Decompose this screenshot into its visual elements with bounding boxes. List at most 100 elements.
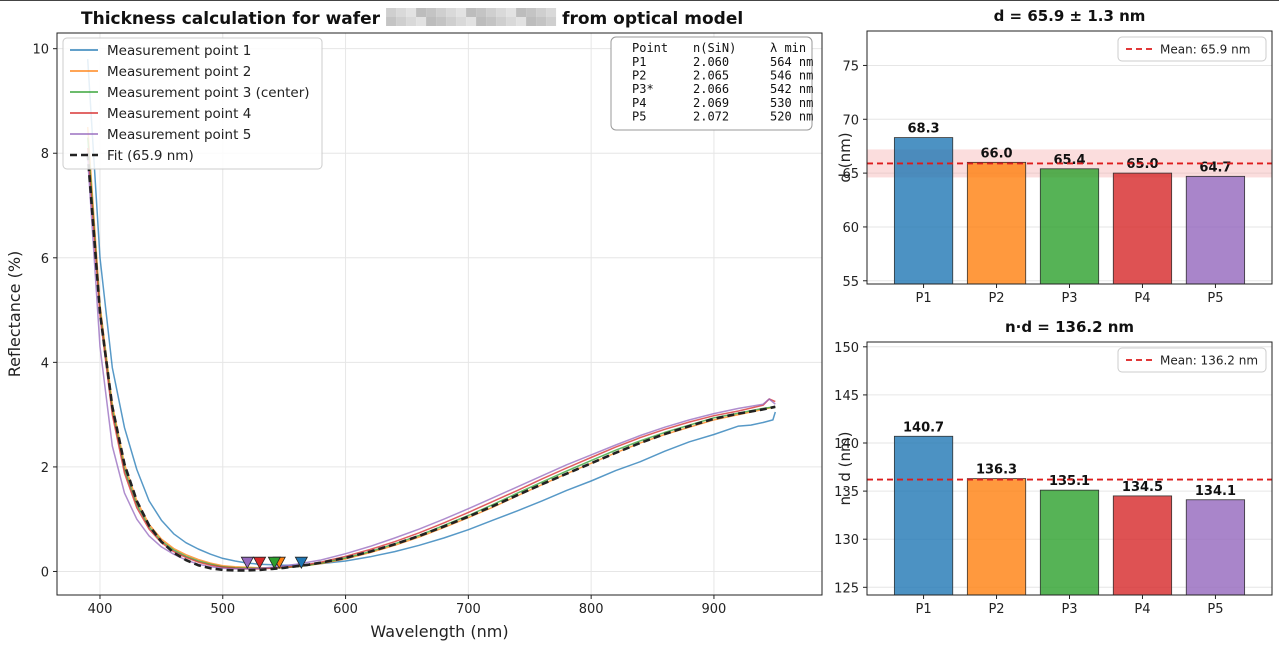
plot-frame — [56, 32, 823, 596]
bar-chart-optical-thickness: 140.7 136.3 135.1 134.5 134.1 125 130 135 140 145… — [834, 318, 1273, 617]
info-table-cell: 2.066 — [693, 82, 729, 96]
bar-chart-title: d = 65.9 ± 1.3 nm — [994, 7, 1146, 25]
x-tick-label: 700 — [456, 602, 481, 617]
legend-box — [62, 37, 323, 170]
info-table-cell: 2.065 — [693, 69, 729, 83]
info-table: Point n(SiN) λ min P1 2.060 564 nm P2 2.065 546 … — [610, 36, 813, 131]
info-table-cell: 542 nm — [770, 82, 813, 96]
y-tick-label: 140 — [834, 437, 859, 452]
info-table-cell: 564 nm — [770, 55, 813, 69]
bar-y-axis-label: d (nm) — [836, 132, 854, 182]
x-tick-label: 600 — [333, 602, 358, 617]
bar-value-label: 140.7 — [903, 420, 944, 435]
x-axis-label: Wavelength (nm) — [370, 622, 508, 641]
legend-label-5: Measurement point 5 — [107, 127, 251, 143]
y-tick-label: 4 — [41, 356, 49, 371]
x-tick-label: P1 — [915, 602, 931, 617]
x-tick-label: 800 — [579, 602, 604, 617]
x-tick-label: 900 — [702, 602, 727, 617]
minimum-marker-p4 — [252, 556, 267, 570]
minimum-marker-p1 — [294, 556, 309, 570]
series-line-2 — [86, 127, 776, 569]
legend-label-3: Measurement point 3 (center) — [107, 85, 310, 101]
legend-label-2: Measurement point 2 — [107, 64, 251, 80]
info-table-cell: 546 nm — [770, 69, 813, 83]
info-table-cell: P2 — [632, 69, 646, 83]
info-table-header: Point — [632, 41, 668, 55]
plot-lines — [86, 59, 777, 572]
bar-value-label: 65.4 — [1053, 153, 1085, 168]
x-tick-label: P3 — [1061, 291, 1077, 306]
bar-p1 — [893, 137, 954, 285]
info-table-box — [610, 36, 813, 131]
bar-value-label: 64.7 — [1199, 160, 1231, 175]
info-table-cell: 520 nm — [770, 109, 813, 123]
y-tick-label: 70 — [842, 113, 859, 128]
info-table-cell: 2.072 — [693, 109, 729, 123]
x-tick-label: P5 — [1207, 602, 1223, 617]
legend: Measurement point 1 Measurement point 2 Me… — [62, 37, 323, 170]
bar-p3 — [1039, 168, 1100, 285]
y-tick-label: 6 — [41, 252, 49, 267]
y-tick-label: 2 — [41, 461, 49, 476]
x-tick-label: P5 — [1207, 291, 1223, 306]
minimum-marker-p3 — [267, 556, 282, 570]
minimum-marker-p5 — [240, 556, 255, 570]
y-tick-label: 75 — [842, 59, 859, 74]
bar-legend-box — [1117, 347, 1267, 373]
legend-label-6: Fit (65.9 nm) — [107, 148, 194, 164]
legend-label-4: Measurement point 4 — [107, 106, 251, 122]
y-tick-label: 135 — [834, 485, 859, 500]
bar-legend: Mean: 65.9 nm — [1117, 36, 1267, 62]
bar-value-label: 68.3 — [908, 122, 940, 137]
chart-title-start: Thickness calculation for wafer — [81, 9, 381, 29]
bar-p2 — [966, 478, 1027, 596]
series-line-6 — [86, 153, 776, 572]
y-tick-label: 65 — [842, 167, 859, 182]
bar-value-label: 66.0 — [980, 146, 1012, 161]
x-tick-label: P1 — [915, 291, 931, 306]
x-tick-label: P2 — [988, 291, 1004, 306]
bar-y-axis-label: n · d (nm) — [836, 432, 854, 506]
info-table-header: λ min — [770, 41, 806, 55]
info-table-cell: 2.060 — [693, 55, 729, 69]
info-table-cell: P5 — [632, 109, 646, 123]
bar-value-label: 65.0 — [1126, 157, 1158, 172]
info-table-cell: P3* — [632, 82, 654, 96]
bar-chart-title: n·d = 136.2 nm — [1005, 318, 1134, 336]
y-tick-label: 125 — [834, 581, 859, 596]
y-tick-label: 10 — [32, 43, 49, 58]
bar-value-label: 134.1 — [1195, 484, 1236, 499]
y-axis-label: Reflectance (%) — [5, 251, 24, 378]
x-tick-label: 500 — [210, 602, 235, 617]
x-tick-label: P4 — [1134, 291, 1150, 306]
info-table-cell: P1 — [632, 55, 646, 69]
chart-title-end: from optical model — [562, 9, 743, 29]
bar-chart-thickness: 68.3 66.0 65.4 65.0 64.7 55 60 65 70 75 P1 P2 P3 P4 P5… — [836, 7, 1273, 306]
info-table-cell: P4 — [632, 96, 646, 110]
x-tick-label: P2 — [988, 602, 1004, 617]
bar-legend: Mean: 136.2 nm — [1117, 347, 1267, 373]
bar-legend-label: Mean: 65.9 nm — [1160, 43, 1250, 57]
series-line-1 — [86, 59, 777, 566]
series-line-5 — [86, 158, 776, 570]
reflectance-chart: 400 500 600 700 800 900 0 2 4 6 8 10 Wavelength (nm)… — [5, 8, 823, 641]
bar-legend-label: Mean: 136.2 nm — [1160, 354, 1258, 368]
y-tick-label: 55 — [842, 275, 859, 290]
chart-title: Thickness calculation for wafer from opti… — [81, 8, 743, 29]
bar-value-label: 134.5 — [1122, 480, 1163, 495]
x-tick-label: P3 — [1061, 602, 1077, 617]
bar-p1 — [893, 435, 954, 596]
y-tick-label: 150 — [834, 341, 859, 356]
legend-label-1: Measurement point 1 — [107, 43, 251, 59]
y-tick-label: 8 — [41, 147, 49, 162]
bar-value-label: 135.1 — [1049, 474, 1090, 489]
info-table-cell: 530 nm — [770, 96, 813, 110]
bar-p4 — [1112, 495, 1173, 596]
series-line-4 — [86, 147, 776, 570]
x-tick-label: 400 — [88, 602, 113, 617]
bar-p2 — [966, 161, 1027, 285]
bar-p5 — [1185, 175, 1246, 285]
